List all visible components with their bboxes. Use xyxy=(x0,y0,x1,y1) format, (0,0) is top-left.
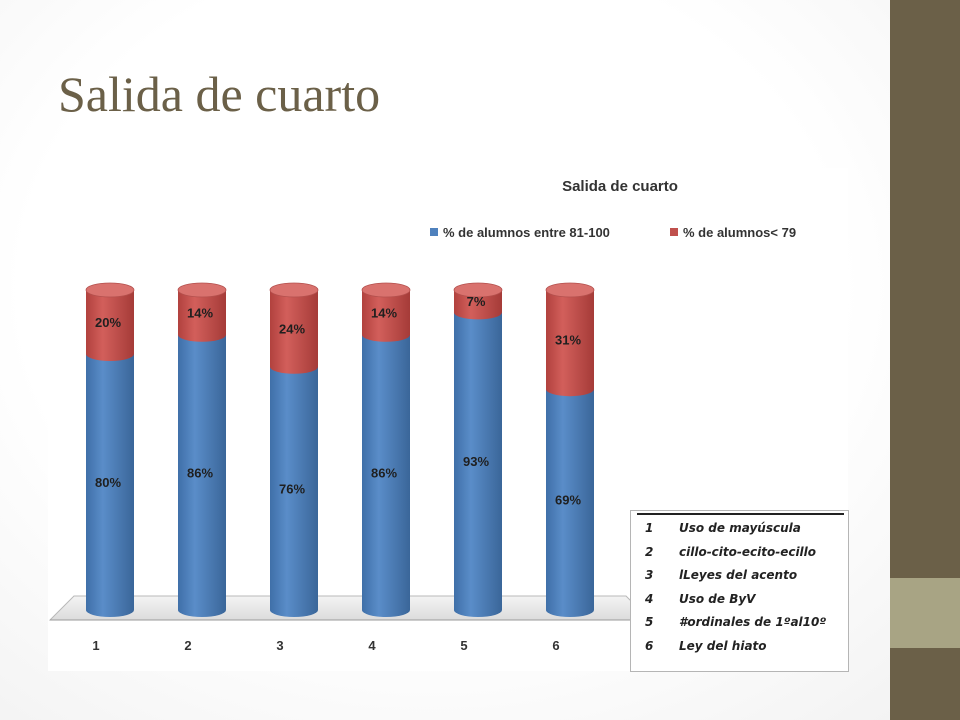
legend-table-number: 5 xyxy=(645,615,654,629)
x-tick-3: 3 xyxy=(276,638,283,653)
legend-table-number: 2 xyxy=(645,544,654,559)
x-tick-2: 2 xyxy=(184,638,191,653)
chart-panel: Salida de cuarto % de alumnos entre 81-1… xyxy=(48,168,848,671)
bar-series1-3 xyxy=(270,366,318,617)
legend-label-2: % de alumnos< 79 xyxy=(683,225,796,240)
legend-table-row: 5 #ordinales de 1ºal10º xyxy=(631,615,850,637)
bar-cap-4 xyxy=(361,282,411,298)
bar-cap-5 xyxy=(453,282,503,298)
data-label-series2-4: 14% xyxy=(371,305,397,320)
data-label-series1-4: 86% xyxy=(371,465,397,480)
legend-table-number: 4 xyxy=(645,591,654,606)
legend-label-1: % de alumnos entre 81-100 xyxy=(443,225,610,240)
data-label-series1-6: 69% xyxy=(555,493,581,508)
bar-cap-6 xyxy=(545,282,595,298)
bar-cap-1 xyxy=(85,282,135,298)
bar-cap-2 xyxy=(177,282,227,298)
bar-series2-5 xyxy=(454,290,502,320)
data-label-series2-5: 7% xyxy=(467,294,486,309)
legend-table-row: 6 Ley del hiato xyxy=(631,639,850,661)
legend-table-description: Uso de mayúscula xyxy=(679,521,801,535)
category-legend-table: 1 Uso de mayúscula 2 cillo-cito-ecito-ecill… xyxy=(630,510,849,672)
bar-series1-5 xyxy=(454,312,502,617)
bar-series1-1 xyxy=(86,354,134,617)
legend-table-number: 3 xyxy=(645,568,654,582)
bar-series1-4 xyxy=(362,334,410,617)
legend-table-description: Uso de ByV xyxy=(679,591,756,606)
data-label-series1-2: 86% xyxy=(187,465,213,480)
legend-table-description: #ordinales de 1ºal10º xyxy=(679,615,827,629)
bar-series2-3 xyxy=(270,290,318,374)
bar-series2-6 xyxy=(546,290,594,397)
legend-table-row: 1 Uso de mayúscula xyxy=(631,521,850,543)
data-label-series1-5: 93% xyxy=(463,454,489,469)
legend-table-number: 6 xyxy=(645,638,654,653)
data-label-series2-1: 20% xyxy=(95,315,121,330)
bar-series2-1 xyxy=(86,290,134,361)
bar-cap-3 xyxy=(269,282,319,298)
data-label-series2-2: 14% xyxy=(187,305,213,320)
legend-table-description: cillo-cito-ecito-ecillo xyxy=(679,544,817,559)
data-label-series2-3: 24% xyxy=(279,321,305,336)
x-tick-6: 6 xyxy=(552,638,559,653)
legend-table-row: 3 lLeyes del acento xyxy=(631,568,850,590)
legend-table-rule xyxy=(637,513,844,515)
data-label-series2-6: 31% xyxy=(555,333,581,348)
bar-series1-2 xyxy=(178,334,226,617)
slide-title: Salida de cuarto xyxy=(58,66,381,122)
bar-series1-6 xyxy=(546,389,594,617)
legend-table-number: 1 xyxy=(645,521,654,535)
stacked-bar-chart: Salida de cuarto % de alumnos entre 81-1… xyxy=(48,178,796,653)
legend-table-row: 2 cillo-cito-ecito-ecillo xyxy=(631,545,850,567)
legend-swatch-1 xyxy=(430,228,438,236)
x-tick-4: 4 xyxy=(368,638,376,653)
chart-legend: % de alumnos entre 81-100 % de alumnos< 7… xyxy=(430,225,796,240)
legend-swatch-2 xyxy=(670,228,678,236)
x-tick-1: 1 xyxy=(92,638,99,653)
x-tick-5: 5 xyxy=(460,638,467,653)
legend-table-description: Ley del hiato xyxy=(679,638,767,653)
legend-table-description: lLeyes del acento xyxy=(679,568,798,582)
chart-title: Salida de cuarto xyxy=(562,178,678,195)
bar-series2-4 xyxy=(362,290,410,342)
data-label-series1-3: 76% xyxy=(279,481,305,496)
data-label-series1-1: 80% xyxy=(95,475,121,490)
side-accent xyxy=(890,578,960,648)
bar-series2-2 xyxy=(178,290,226,342)
legend-table-row: 4 Uso de ByV xyxy=(631,592,850,614)
